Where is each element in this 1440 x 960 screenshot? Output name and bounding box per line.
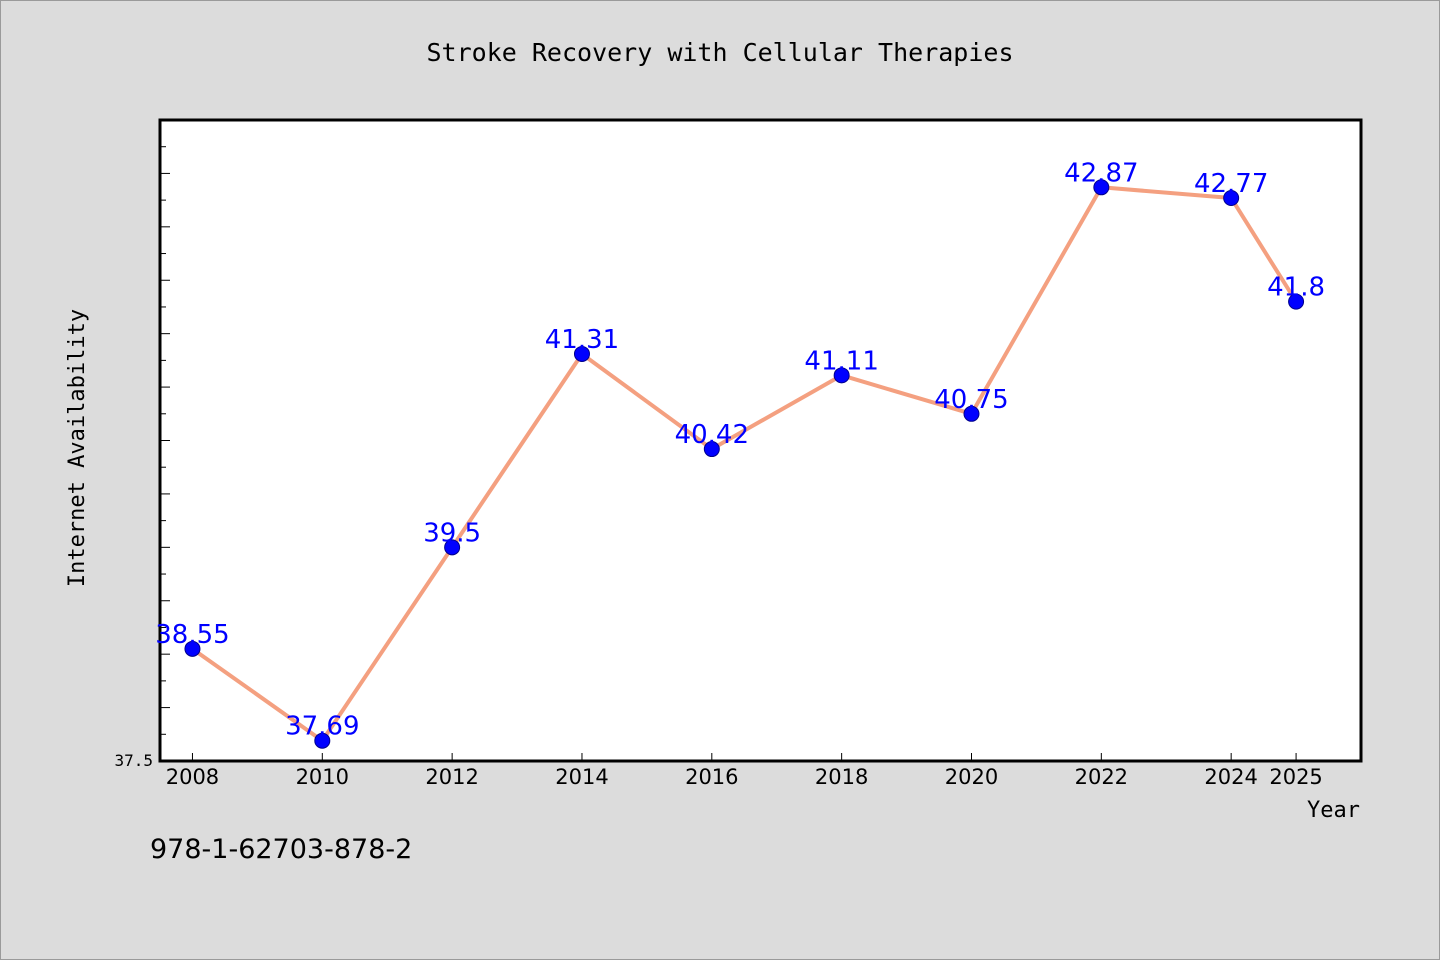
x-tick-label: 2014	[555, 765, 608, 789]
data-label: 41.31	[545, 325, 619, 355]
x-tick-label: 2018	[815, 765, 868, 789]
data-label: 39.5	[423, 518, 481, 548]
data-point	[1288, 293, 1305, 310]
x-axis-ticks	[191, 753, 1297, 761]
data-point	[184, 640, 201, 657]
data-label: 42.77	[1194, 169, 1268, 199]
x-tick-label: 2008	[166, 765, 219, 789]
y-axis-label: Internet Availability	[65, 309, 90, 587]
data-labels: 38.55 37.69 39.5 41.31 40.42 41.11 40.75 42.87 4…	[155, 158, 1325, 741]
x-tick-label: 2012	[425, 765, 478, 789]
data-point	[1093, 179, 1110, 196]
series-line	[191, 185, 1298, 743]
data-point	[1223, 189, 1240, 206]
data-point	[444, 539, 461, 556]
x-tick-label: 2020	[945, 765, 998, 789]
y-axis-ticks	[160, 119, 170, 762]
x-tick-labels: 2008 2010 2012 2014 2016 2018 2020 2022 2024 2025	[166, 765, 1323, 789]
data-point	[573, 345, 590, 362]
chart-title: Stroke Recovery with Cellular Therapies	[427, 38, 1014, 67]
x-tick-label: 2010	[296, 765, 349, 789]
series-lines	[191, 185, 1298, 743]
y-tick-label: 37.5	[114, 751, 153, 770]
x-tick-label: 2024	[1204, 765, 1257, 789]
data-label: 40.75	[934, 385, 1008, 415]
x-tick-label: 2022	[1075, 765, 1128, 789]
data-label: 38.55	[155, 620, 229, 650]
data-label: 41.8	[1267, 273, 1325, 303]
data-label: 37.69	[285, 712, 359, 742]
data-point	[833, 367, 850, 384]
x-tick-label: 2016	[685, 765, 738, 789]
data-label: 42.87	[1064, 158, 1138, 188]
plot-area	[158, 118, 1363, 763]
data-label: 41.11	[804, 346, 878, 376]
data-label: 40.42	[675, 420, 749, 450]
isbn-text: 978-1-62703-878-2	[150, 834, 413, 865]
data-point	[314, 732, 331, 749]
data-point	[703, 441, 720, 458]
series-markers	[184, 179, 1305, 749]
data-point	[963, 405, 980, 422]
x-axis-label: Year	[1307, 798, 1360, 823]
x-tick-label: 2025	[1269, 765, 1322, 789]
